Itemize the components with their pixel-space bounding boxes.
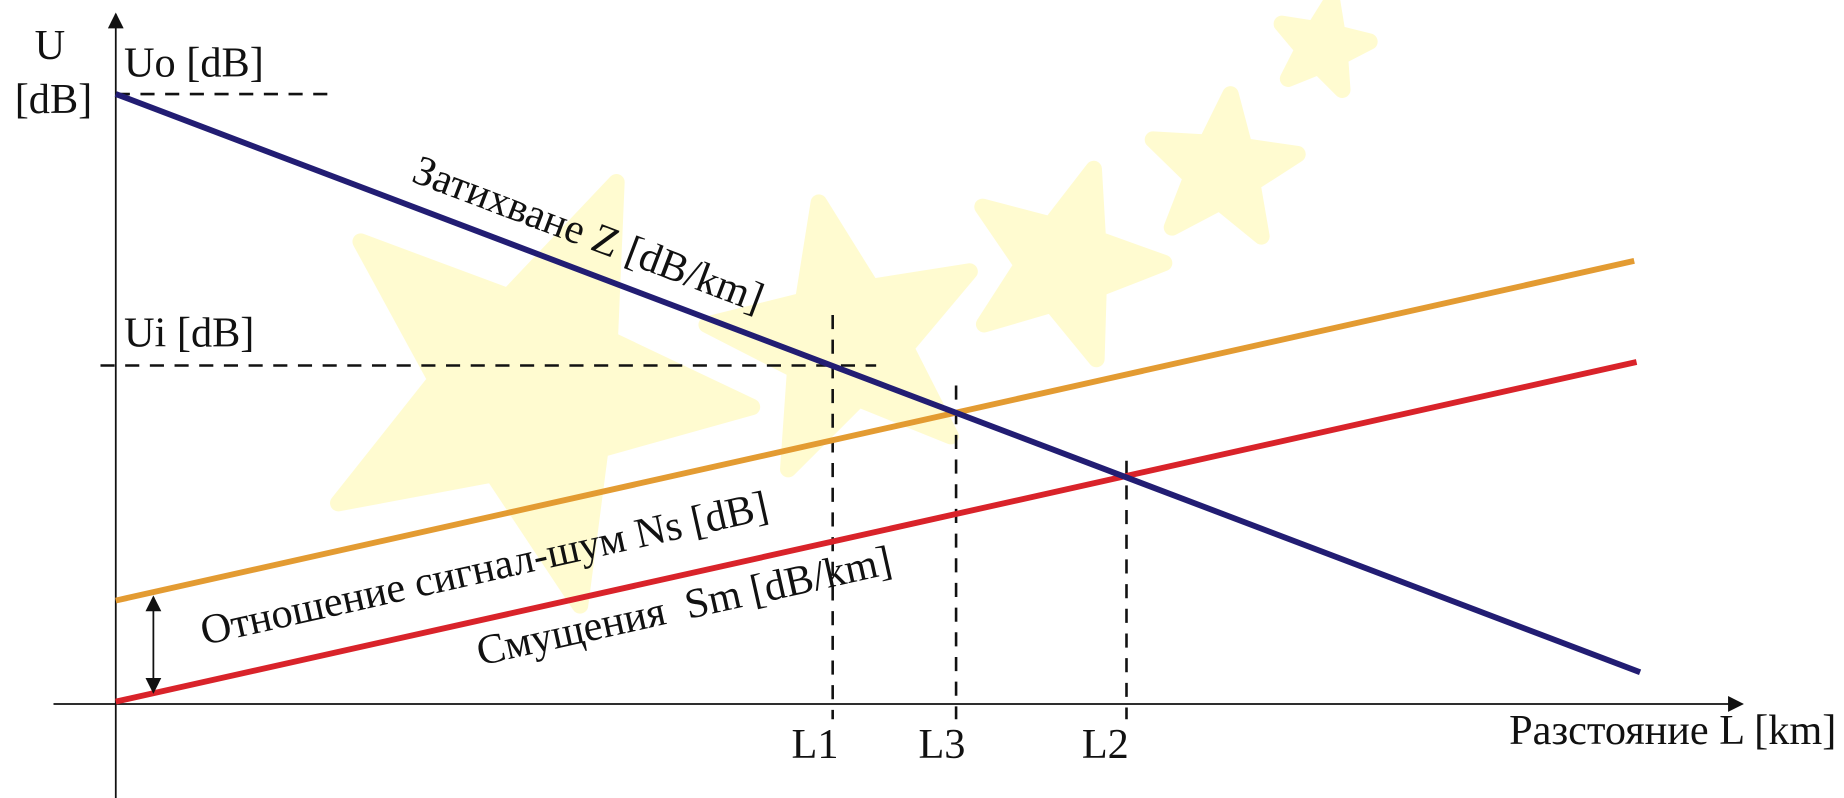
marker-label: L2 <box>1082 721 1129 768</box>
marker-label: L1 <box>792 721 839 768</box>
y-label-unit: [dB] <box>15 76 93 123</box>
star <box>1144 86 1306 245</box>
star <box>698 194 978 478</box>
x-label: Разстояние L [km] <box>1509 707 1836 754</box>
ui-label: Ui [dB] <box>124 310 254 357</box>
background-stars <box>330 0 1378 614</box>
uo-label: Uo [dB] <box>124 39 264 86</box>
interference-line <box>115 359 1638 705</box>
star <box>974 160 1173 368</box>
star <box>1273 0 1378 99</box>
attenuation-line <box>114 91 1642 675</box>
star <box>330 173 761 614</box>
marker-label: L3 <box>918 721 965 768</box>
snr-line <box>115 258 1635 604</box>
y-label: U <box>35 22 66 69</box>
